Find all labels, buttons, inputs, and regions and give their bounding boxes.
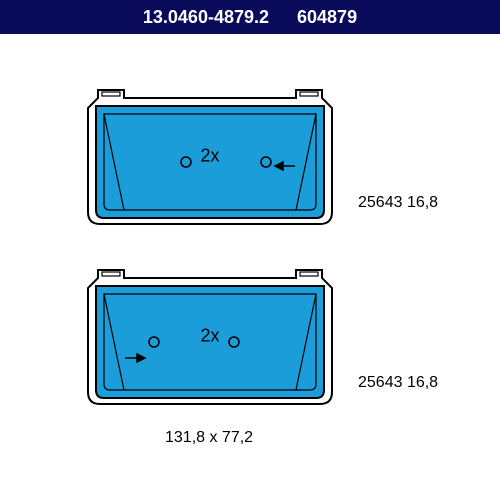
brake-pad-top: 2x — [80, 84, 340, 234]
part-number: 13.0460-4879.2 — [143, 7, 269, 28]
quantity-label: 2x — [200, 326, 219, 347]
brake-pad-bottom: 2x — [80, 264, 340, 414]
part-header: 13.0460-4879.2 604879 — [0, 0, 500, 34]
ref-number: 604879 — [297, 7, 357, 28]
pad-code-bottom: 25643 16,8 — [358, 374, 438, 392]
pad-code-top: 25643 16,8 — [358, 194, 438, 212]
dimensions: 131,8 x 77,2 — [165, 429, 253, 447]
quantity-label: 2x — [200, 146, 219, 167]
diagram-area: 2x 25643 16,8 2x 25643 16,8 131,8 x 77,2 — [0, 34, 500, 500]
